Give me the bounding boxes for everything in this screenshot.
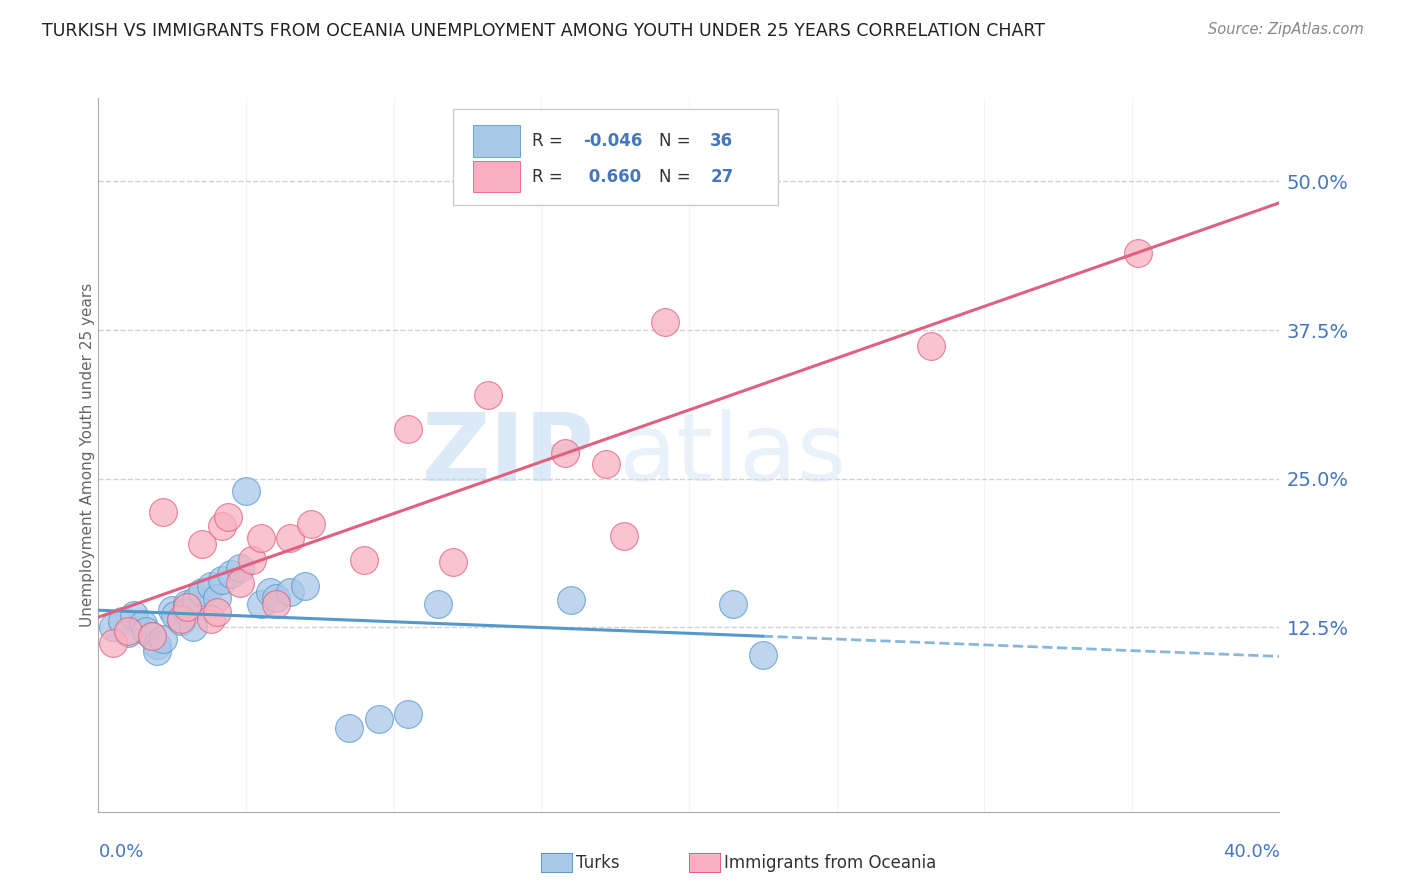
Point [278,584,302,599]
Point [111,615,134,629]
Text: 27: 27 [710,168,734,186]
Text: 36: 36 [710,132,734,150]
FancyBboxPatch shape [472,161,520,193]
Y-axis label: Unemployment Among Youth under 25 years: Unemployment Among Youth under 25 years [80,283,94,627]
Point [229,561,252,575]
Text: Source: ZipAtlas.com: Source: ZipAtlas.com [1208,22,1364,37]
Point [240,552,263,566]
Point [477,388,499,402]
Text: atlas: atlas [619,409,846,501]
Point [152,632,174,647]
Point [176,600,198,615]
Point [441,555,464,569]
Point [117,626,139,640]
Point [264,591,287,605]
Point [165,608,187,623]
Point [235,483,257,498]
Point [654,315,676,329]
Point [211,519,233,533]
Point [339,722,360,736]
Point [1126,245,1149,260]
Point [751,648,773,662]
Point [191,537,214,551]
Point [146,638,169,652]
Point [132,616,155,631]
Point [250,597,273,611]
Point [181,620,204,634]
Point [368,712,391,726]
Point [217,509,239,524]
Text: -0.046: -0.046 [582,132,643,150]
Point [299,516,322,531]
Point [554,445,576,459]
Point [396,707,419,722]
Point [205,591,228,605]
Point [595,458,617,472]
Point [141,629,163,643]
Point [176,597,198,611]
Point [396,422,419,436]
Point [184,593,207,607]
Text: 0.0%: 0.0% [98,843,143,861]
Text: TURKISH VS IMMIGRANTS FROM OCEANIA UNEMPLOYMENT AMONG YOUTH UNDER 25 YEARS CORRE: TURKISH VS IMMIGRANTS FROM OCEANIA UNEMP… [42,22,1045,40]
Point [278,531,302,545]
Point [200,579,222,593]
Point [162,602,183,616]
Text: 40.0%: 40.0% [1223,843,1279,861]
Point [103,636,125,650]
Point [294,579,316,593]
Point [191,584,214,599]
Point [427,597,450,611]
Point [211,573,233,587]
Point [135,624,157,638]
Text: R =: R = [531,132,568,150]
Point [250,531,273,545]
Point [146,644,169,658]
Text: ZIP: ZIP [422,409,595,501]
Text: Immigrants from Oceania: Immigrants from Oceania [724,854,936,871]
Point [200,612,222,626]
Point [353,552,375,566]
Point [122,608,145,623]
Point [264,597,287,611]
Point [219,566,242,581]
Point [205,605,228,619]
Point [117,624,139,638]
Point [141,629,163,643]
Point [170,615,193,629]
FancyBboxPatch shape [472,126,520,157]
FancyBboxPatch shape [453,109,778,205]
Text: N =: N = [659,132,696,150]
Point [259,584,281,599]
Text: Turks: Turks [576,854,620,871]
Point [229,576,252,591]
Point [613,529,636,543]
Point [920,338,942,352]
Text: N =: N = [659,168,696,186]
Point [560,593,582,607]
Point [103,620,125,634]
Text: R =: R = [531,168,568,186]
Text: 0.660: 0.660 [582,168,641,186]
Point [170,612,193,626]
Point [723,597,745,611]
Point [176,605,198,619]
Point [152,505,174,519]
